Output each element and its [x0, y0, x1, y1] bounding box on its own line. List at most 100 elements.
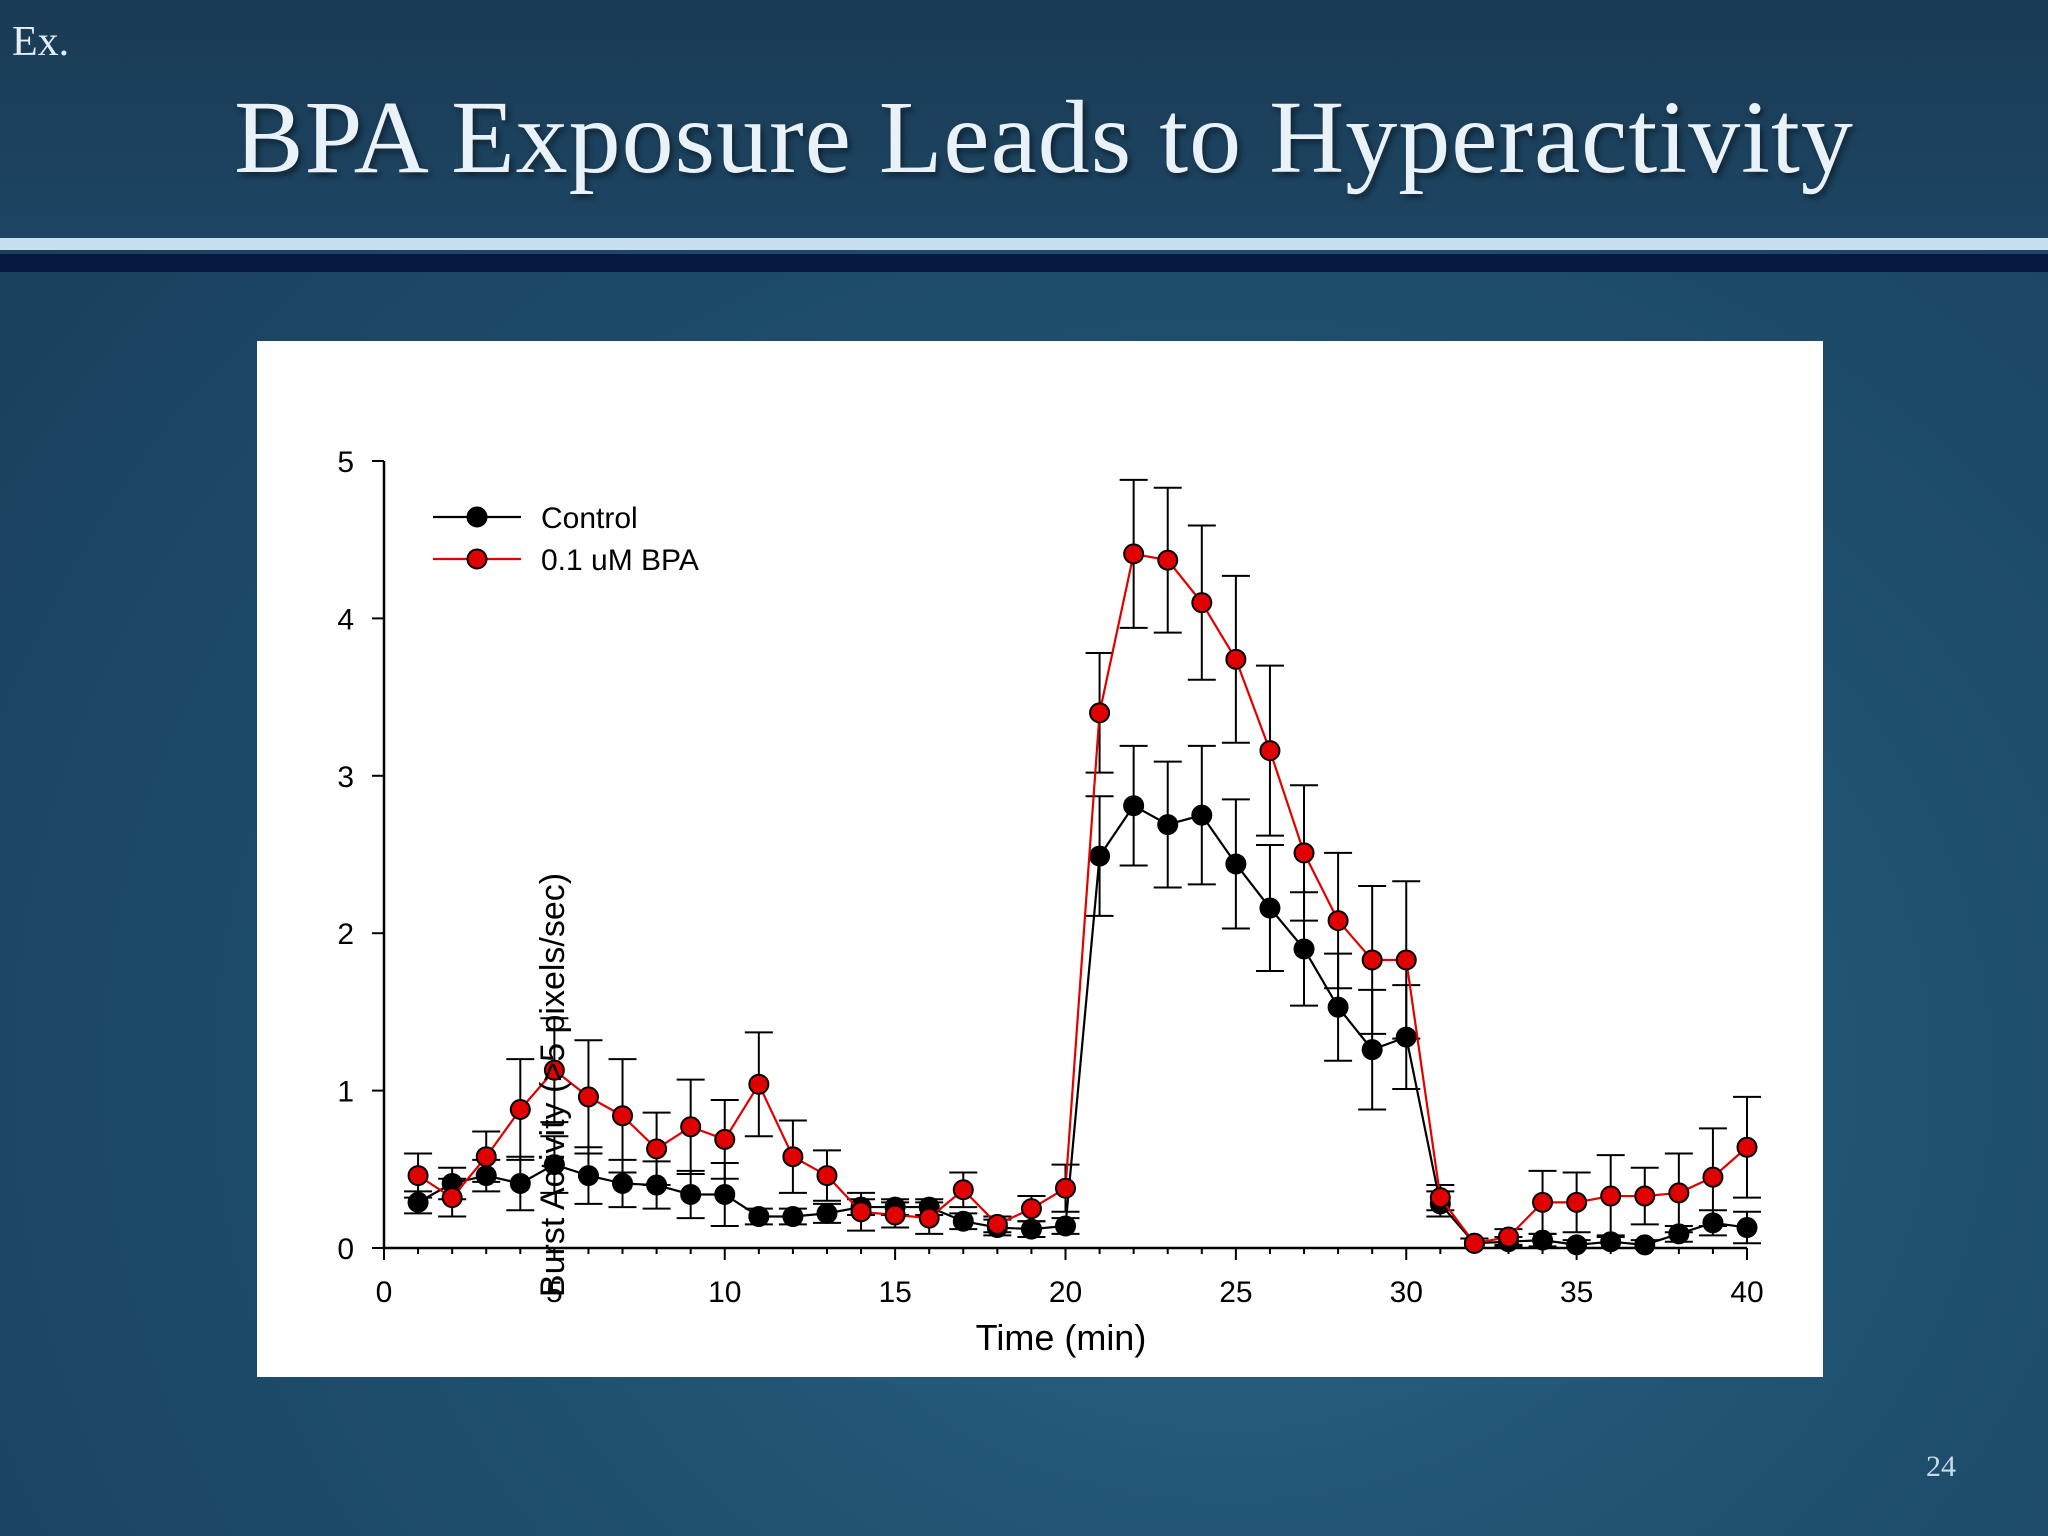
- data-point: [1600, 1185, 1622, 1207]
- data-point: [1225, 648, 1247, 670]
- data-point: [1020, 1198, 1042, 1220]
- data-point: [1123, 795, 1145, 817]
- data-point: [850, 1201, 872, 1223]
- data-point: [816, 1202, 838, 1224]
- data-point: [1225, 853, 1247, 875]
- page-number: 24: [1926, 1450, 1956, 1483]
- data-point: [1361, 949, 1383, 971]
- y-tick-label: 4: [337, 603, 354, 636]
- series-line: [417, 804, 1748, 1246]
- data-point: [1497, 1226, 1519, 1248]
- data-point: [748, 1073, 770, 1095]
- x-tick-label: 25: [1219, 1276, 1252, 1309]
- data-point: [543, 1154, 565, 1176]
- data-point: [1055, 1215, 1076, 1237]
- chart-panel: 0 5 10 15 20 25 30 35 40 0 1 2 3 4 5 Control 0.1 uM BPA…: [257, 341, 1823, 1377]
- legend-label: 0.1 uM BPA: [541, 544, 699, 577]
- data-point: [612, 1105, 634, 1127]
- data-point: [714, 1183, 736, 1205]
- data-point: [1668, 1182, 1690, 1204]
- data-point: [1736, 1217, 1758, 1239]
- data-point: [952, 1210, 974, 1232]
- data-point: [782, 1146, 804, 1168]
- data-point: [475, 1146, 497, 1168]
- legend-marker: [466, 548, 488, 570]
- data-point: [1157, 549, 1179, 571]
- data-point: [1566, 1191, 1588, 1213]
- data-point: [543, 1059, 565, 1081]
- data-point: [1123, 543, 1145, 565]
- data-point: [1395, 949, 1417, 971]
- series-line: [417, 552, 1748, 1245]
- legend-label: Control: [541, 502, 638, 535]
- x-tick-label: 30: [1390, 1276, 1423, 1309]
- x-tick-label: 15: [878, 1276, 911, 1309]
- header-rule-dark: [0, 254, 2048, 272]
- y-tick-label: 1: [337, 1076, 354, 1109]
- data-point: [1361, 1039, 1383, 1061]
- data-point: [1191, 592, 1213, 614]
- x-axis-label: Time (min): [976, 1317, 1147, 1358]
- data-point: [1089, 702, 1111, 724]
- header-rule-light: [0, 238, 2048, 250]
- data-point: [509, 1172, 531, 1194]
- data-point: [816, 1165, 838, 1187]
- data-point: [577, 1165, 599, 1187]
- data-point: [441, 1187, 463, 1209]
- y-tick-label: 0: [337, 1233, 354, 1266]
- data-point: [680, 1183, 702, 1205]
- data-point: [1736, 1136, 1758, 1158]
- y-tick-label: 2: [337, 918, 354, 951]
- data-point: [986, 1213, 1008, 1235]
- data-point: [1293, 842, 1315, 864]
- series-control: [404, 744, 1761, 1256]
- data-point: [1463, 1232, 1485, 1254]
- slide-header: Ex. BPA Exposure Leads to Hyperactivity: [0, 0, 2048, 238]
- x-tick-label: 35: [1560, 1276, 1593, 1309]
- x-tick-label: 10: [708, 1276, 741, 1309]
- data-point: [1055, 1177, 1076, 1199]
- data-point: [612, 1172, 634, 1194]
- data-point: [1327, 910, 1349, 932]
- data-point: [1634, 1185, 1656, 1207]
- data-point: [714, 1128, 736, 1150]
- data-point: [1089, 845, 1111, 867]
- slide-title: BPA Exposure Leads to Hyperactivity: [234, 80, 1854, 195]
- data-point: [1634, 1234, 1656, 1256]
- chart-axes: 0 5 10 15 20 25 30 35 40 0 1 2 3 4 5: [337, 446, 1763, 1309]
- corner-label: Ex.: [12, 19, 70, 65]
- data-point: [1020, 1218, 1042, 1240]
- data-point: [1327, 996, 1349, 1018]
- data-point: [1532, 1191, 1554, 1213]
- data-point: [918, 1207, 940, 1229]
- x-tick-label: 40: [1730, 1276, 1763, 1309]
- data-point: [509, 1098, 531, 1120]
- data-point: [680, 1116, 702, 1138]
- data-point: [577, 1086, 599, 1108]
- x-tick-label: 5: [546, 1276, 563, 1309]
- x-tick-label: 20: [1049, 1276, 1082, 1309]
- burst-activity-chart: 0 5 10 15 20 25 30 35 40 0 1 2 3 4 5 Control 0.1 uM BPA…: [337, 446, 1763, 1358]
- data-point: [1702, 1166, 1724, 1188]
- data-point: [646, 1138, 668, 1160]
- data-point: [407, 1165, 429, 1187]
- chart-legend: Control 0.1 uM BPA: [433, 502, 699, 577]
- data-point: [1566, 1234, 1588, 1256]
- data-point: [952, 1179, 974, 1201]
- data-point: [1191, 804, 1213, 826]
- data-point: [884, 1204, 906, 1226]
- y-tick-label: 3: [337, 761, 354, 794]
- data-point: [1259, 897, 1281, 919]
- data-point: [1259, 740, 1281, 762]
- data-point: [748, 1206, 770, 1228]
- y-tick-label: 5: [337, 446, 354, 479]
- data-point: [1429, 1187, 1451, 1209]
- data-point: [1157, 814, 1179, 836]
- x-tick-label: 0: [376, 1276, 393, 1309]
- data-point: [1293, 938, 1315, 960]
- data-point: [782, 1206, 804, 1228]
- series-bpa: [404, 478, 1761, 1254]
- y-axis-label: Burst Activity (>5 pixels/sec): [534, 873, 572, 1297]
- chart-series-layer: [404, 478, 1761, 1256]
- legend-marker: [466, 506, 488, 528]
